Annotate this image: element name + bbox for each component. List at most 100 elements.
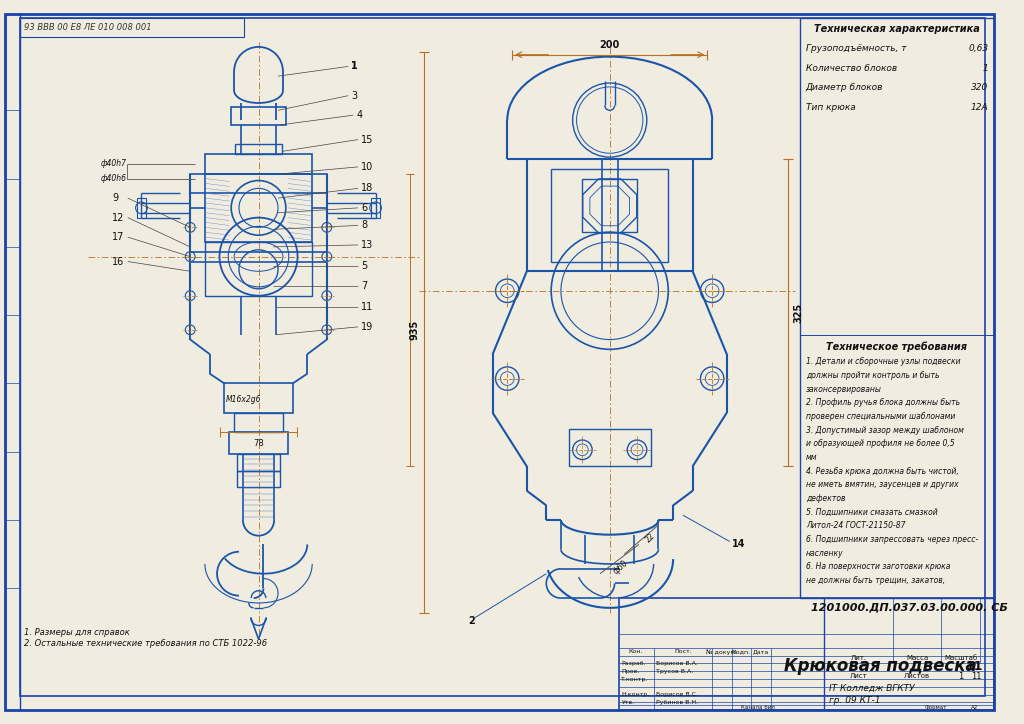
Text: ф60: ф60	[611, 558, 630, 576]
Text: 11: 11	[972, 672, 982, 681]
Text: Литол-24 ГОСТ-21150-87: Литол-24 ГОСТ-21150-87	[806, 521, 905, 531]
Text: Борисов В.С.: Борисов В.С.	[655, 692, 697, 697]
Text: насленку: насленку	[806, 549, 844, 557]
Bar	[551, 169, 669, 261]
Text: 2. Остальные технические требования по СТБ 1022-96: 2. Остальные технические требования по С…	[25, 639, 267, 649]
Text: 3. Допустимый зазор между шаблоном: 3. Допустимый зазор между шаблоном	[806, 426, 964, 435]
Text: должны пройти контроль и быть: должны пройти контроль и быть	[806, 371, 939, 380]
Text: Диаметр блоков: Диаметр блоков	[806, 83, 883, 93]
Bar	[231, 107, 286, 125]
Text: законсервированы: законсервированы	[806, 385, 882, 394]
Text: 4: 4	[356, 110, 362, 120]
Text: 78: 78	[253, 439, 264, 448]
Text: 0,63: 0,63	[968, 44, 988, 54]
Text: 9: 9	[113, 193, 119, 203]
Text: Крюковая подвеска: Крюковая подвеска	[783, 657, 976, 675]
Bar	[800, 17, 994, 598]
Text: 13: 13	[360, 240, 373, 250]
Text: 1: 1	[351, 62, 358, 72]
Text: 10: 10	[360, 162, 373, 172]
Bar	[371, 198, 381, 218]
Bar	[238, 454, 280, 471]
Text: 11: 11	[360, 303, 373, 312]
Text: Формат: Формат	[925, 705, 947, 710]
Text: 6. На поверхности заготовки крюка: 6. На поверхности заготовки крюка	[806, 563, 950, 571]
Text: проверен специальными шаблонами: проверен специальными шаблонами	[806, 412, 955, 421]
Text: Грузоподъёмность, т: Грузоподъёмность, т	[806, 44, 906, 54]
Text: Лист: Лист	[850, 673, 867, 679]
Text: Пров.: Пров.	[622, 669, 640, 674]
Text: Кон.: Кон.	[629, 649, 643, 654]
Text: 19: 19	[360, 322, 373, 332]
Text: Дата: Дата	[753, 649, 769, 654]
Text: 17: 17	[113, 232, 125, 242]
Text: гр. 09 КТ-1: гр. 09 КТ-1	[829, 696, 881, 705]
Text: 12: 12	[113, 213, 125, 222]
Bar	[19, 17, 244, 37]
Text: Рубинов В.Н.: Рубинов В.Н.	[655, 700, 697, 705]
Text: Лит.: Лит.	[850, 654, 866, 660]
Bar	[236, 145, 282, 154]
Text: 7: 7	[360, 281, 368, 291]
Text: Утв.: Утв.	[622, 700, 635, 705]
Text: 1: 1	[351, 62, 357, 72]
Text: Подп.: Подп.	[732, 649, 751, 654]
Text: IT Колледж ВГКТУ: IT Колледж ВГКТУ	[829, 684, 914, 694]
Text: 6. Подшипники запрессовать через пресс-: 6. Подшипники запрессовать через пресс-	[806, 535, 978, 544]
Text: 2. Профиль ручья блока должны быть: 2. Профиль ручья блока должны быть	[806, 398, 959, 408]
Bar	[205, 174, 312, 242]
Bar	[234, 413, 283, 432]
Text: 16: 16	[113, 256, 125, 266]
Text: 1: 1	[982, 64, 988, 73]
Text: Техническое требования: Техническое требования	[826, 341, 967, 352]
Text: дефектов: дефектов	[806, 494, 845, 503]
Text: 15: 15	[360, 135, 374, 145]
Text: Масса: Масса	[906, 654, 928, 660]
Text: 93 ВВВ 00 Е8 ЛЕ 010 008 001: 93 ВВВ 00 Е8 ЛЕ 010 008 001	[25, 23, 152, 32]
Text: 3: 3	[351, 90, 357, 101]
Bar	[136, 198, 146, 218]
Text: 2: 2	[468, 615, 475, 626]
Bar	[205, 154, 312, 174]
Text: не иметь вмятин, заусенцев и других: не иметь вмятин, заусенцев и других	[806, 481, 958, 489]
Text: 6: 6	[360, 203, 367, 213]
Bar	[224, 384, 293, 413]
Text: 12А: 12А	[971, 103, 988, 112]
Text: Борисов В.А.: Борисов В.А.	[655, 661, 697, 666]
Bar	[190, 174, 327, 193]
Text: 5: 5	[360, 261, 368, 272]
Text: 18: 18	[360, 183, 373, 193]
Text: ф40h6: ф40h6	[100, 174, 127, 183]
Text: № докум.: № докум.	[707, 649, 737, 654]
Text: Н.контр.: Н.контр.	[622, 692, 649, 697]
Text: Листов: Листов	[904, 673, 930, 679]
Text: Канала бил: Канала бил	[741, 705, 775, 710]
Text: Тип крюка: Тип крюка	[806, 103, 856, 112]
Text: мм: мм	[806, 453, 817, 462]
Text: и образующей профиля не более 0,5: и образующей профиля не более 0,5	[806, 439, 954, 448]
Text: 325: 325	[794, 303, 803, 324]
Text: А2: А2	[971, 705, 978, 710]
Text: не должны быть трещин, закатов,: не должны быть трещин, закатов,	[806, 576, 945, 585]
Bar	[5, 14, 19, 710]
Bar	[526, 159, 692, 272]
Text: Техническая характеристика: Техническая характеристика	[814, 25, 980, 34]
Text: Т.контр.: Т.контр.	[622, 676, 649, 681]
Text: ф40h7: ф40h7	[100, 159, 127, 169]
Text: 22: 22	[644, 531, 657, 544]
Text: 1201000.ДП.037.03.00.000. СБ: 1201000.ДП.037.03.00.000. СБ	[811, 603, 1008, 613]
Text: 5. Подшипники смазать смазкой: 5. Подшипники смазать смазкой	[806, 508, 938, 517]
Text: М16x2g6: М16x2g6	[225, 395, 261, 403]
Bar	[205, 242, 312, 295]
Text: 14: 14	[732, 539, 745, 550]
Text: Масштаб: Масштаб	[944, 654, 978, 660]
Text: 4. Резьба крюка должна быть чистой,: 4. Резьба крюка должна быть чистой,	[806, 467, 958, 476]
Text: 320: 320	[971, 83, 988, 93]
Bar	[568, 429, 650, 466]
Text: Трусов В.А.: Трусов В.А.	[655, 669, 693, 674]
Text: 200: 200	[600, 40, 620, 50]
Text: 1. Размеры для справок: 1. Размеры для справок	[25, 628, 130, 636]
Text: 935: 935	[410, 320, 420, 340]
Text: 8: 8	[360, 220, 367, 230]
Bar	[583, 179, 637, 232]
